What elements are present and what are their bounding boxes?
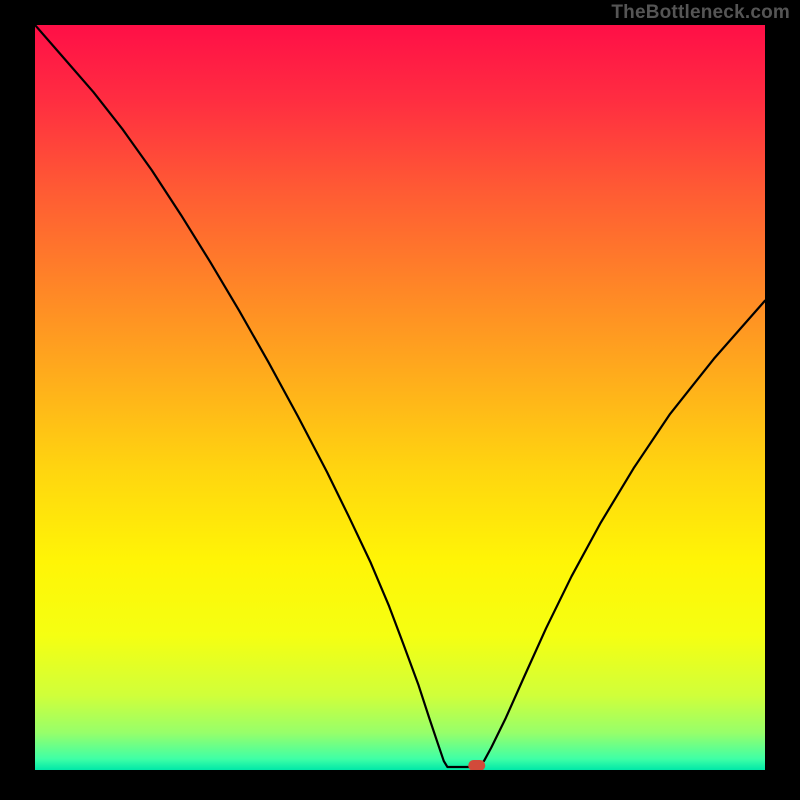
optimum-marker — [468, 760, 486, 770]
chart-container: TheBottleneck.com — [0, 0, 800, 800]
plot-area — [35, 25, 765, 770]
watermark-text: TheBottleneck.com — [611, 2, 790, 24]
bottleneck-curve — [35, 25, 765, 770]
